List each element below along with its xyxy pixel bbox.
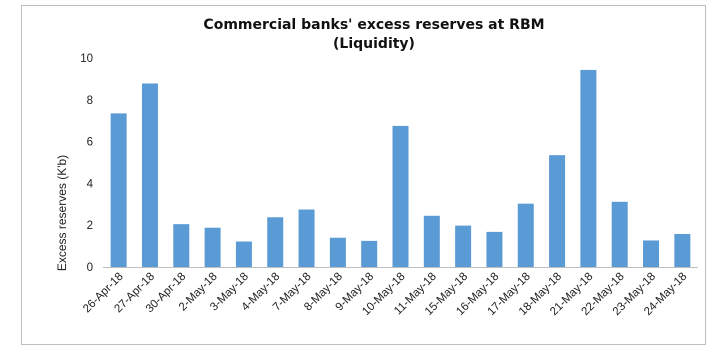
bar [329, 237, 346, 267]
y-tick-label: 0 [87, 262, 93, 274]
chart-title-line-2: (Liquidity) [333, 36, 415, 52]
bar [486, 231, 503, 267]
bar [204, 227, 221, 267]
bar [110, 113, 127, 267]
bar [423, 215, 440, 267]
bar [517, 203, 534, 267]
bar [392, 125, 409, 267]
y-axis-ticks: 0 2 4 6 8 10 [80, 53, 93, 274]
chart-title-line-1: Commercial banks' excess reserves at RBM [203, 17, 544, 33]
bar [141, 83, 158, 267]
y-tick-label: 10 [80, 53, 93, 65]
bar [580, 69, 597, 268]
bar-chart: Commercial banks' excess reserves at RBM… [55, 17, 698, 318]
bar [643, 240, 660, 267]
bar [267, 217, 284, 267]
bar [549, 155, 566, 267]
bar [611, 201, 628, 267]
bar [674, 233, 691, 267]
y-tick-label: 6 [87, 137, 93, 149]
bar [455, 225, 472, 267]
bar [298, 209, 315, 267]
y-tick-label: 4 [87, 178, 94, 190]
y-axis-label: Excess reserves (K'b) [55, 155, 69, 271]
y-tick-label: 8 [87, 95, 93, 107]
bar [235, 241, 252, 267]
bar [173, 224, 190, 267]
y-tick-label: 2 [87, 220, 93, 232]
bar [361, 240, 378, 267]
bars [110, 69, 691, 268]
x-axis-ticks: 26-Apr-1827-Apr-1830-Apr-182-May-183-May… [81, 271, 689, 318]
